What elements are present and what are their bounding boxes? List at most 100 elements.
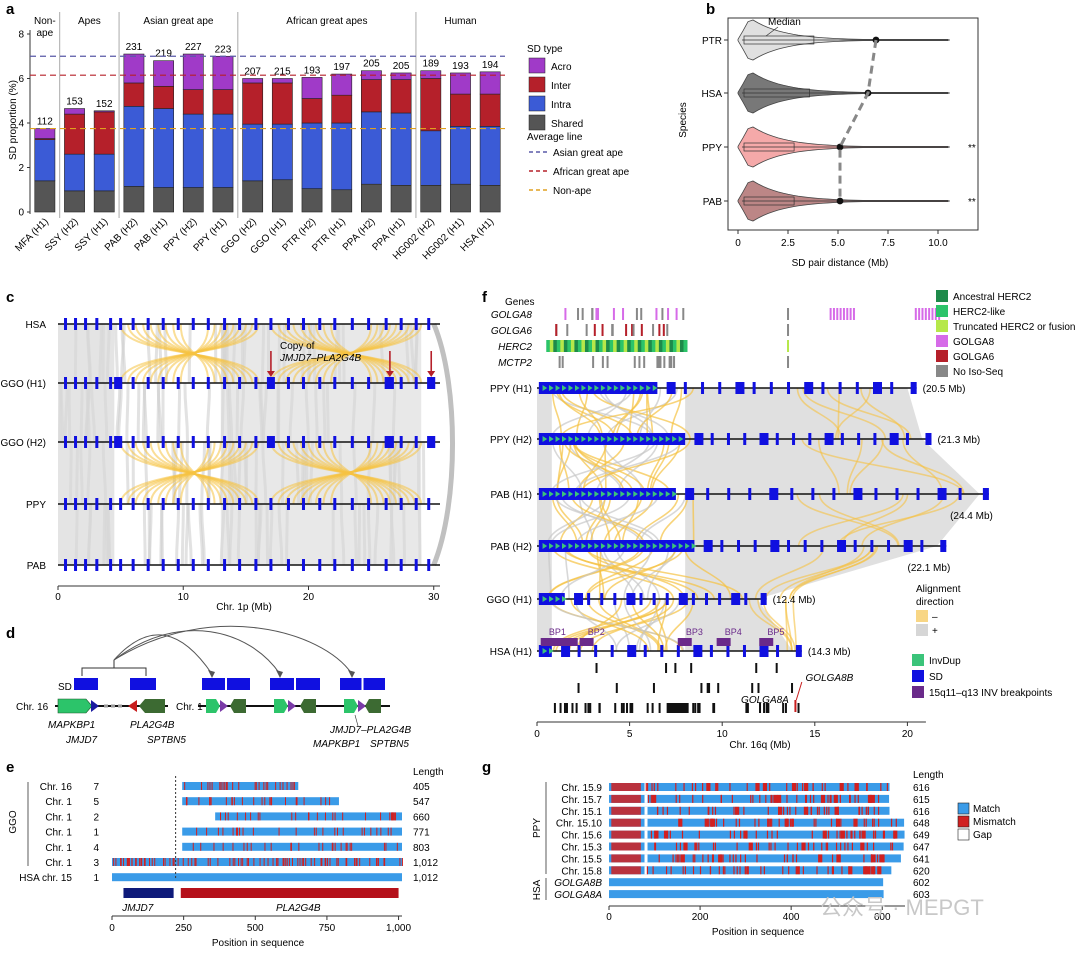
sd-block [905,433,909,445]
mismatch-mark [861,806,863,815]
feature-legend-swatch [912,670,924,682]
invdup-mark [600,385,606,391]
mismatch-mark [795,854,798,863]
mismatch-mark [722,854,724,863]
alignment-link [585,493,607,547]
sd-block [627,645,637,657]
sd-block [399,436,403,448]
hsa-group-label: HSA [532,879,543,900]
mismatch-mark [213,842,215,851]
panel-a-ylabel: SD proportion (%) [8,80,19,160]
mismatch-mark [691,783,694,791]
mismatch-mark [207,858,209,866]
mismatch-mark [679,842,682,851]
sd-block [676,645,680,657]
alignment-link [797,493,904,547]
bar-shared [301,188,323,213]
alignment-link [639,387,662,440]
legend-swatch [936,335,948,347]
bar-total-label: 194 [482,60,499,71]
alignment-legend-title-2: direction [916,597,954,608]
synteny-block [537,546,552,599]
mismatch-mark [393,812,395,821]
mismatch-mark [224,812,226,821]
alignment-link [564,545,699,600]
bar-intra [450,126,471,185]
mismatch-mark [763,866,765,875]
mismatch-mark [709,866,712,875]
mismatch-mark [678,818,683,827]
gene-mark [652,324,655,336]
xtick-label: 10 [717,729,729,740]
mismatch-mark [841,830,843,839]
invdup-mark [672,436,677,442]
alignment-link [595,438,651,495]
mismatch-mark [399,858,401,866]
gene-mark [658,356,661,368]
alignment-link [589,493,612,547]
golga8b-label: GOLGA8B [806,673,854,684]
invdup-mark [633,543,638,549]
xtick-label: 750 [319,923,336,934]
mismatch-mark [846,830,848,839]
alignment-link [638,493,687,547]
gene-mark [656,356,659,368]
mismatch-mark [313,827,315,836]
sd-block [787,382,791,394]
mismatch-mark [148,858,150,866]
sd-block [887,540,891,552]
gene-pla2g4b-label: PLA2G4B [276,903,321,914]
mismatch-mark [871,854,876,863]
legend-label-intra: Intra [551,100,571,111]
gene-mapkbp1-copy [206,699,220,713]
mismatch-mark [210,797,212,806]
gene-row-label: HERC2 [498,342,532,353]
gene-sptbn5-copy [300,699,316,713]
bar-inter [123,82,145,107]
mismatch-mark [813,794,815,803]
sd-block [832,488,836,500]
invdup-mark [672,543,677,549]
gene-mark [570,340,575,352]
gene-feature-mark [622,703,625,713]
sd-block [367,498,371,510]
mismatch-mark [389,812,391,821]
mismatch-mark [851,830,853,839]
sd-block [770,540,780,552]
sd-block [191,377,195,389]
alignment-link [762,598,796,652]
sd-block [254,318,258,330]
mismatch-mark [860,842,862,851]
mismatch-mark [654,830,659,839]
sd-block [146,436,150,448]
mismatch-mark [236,812,238,821]
mismatch-mark [707,854,709,863]
bar-acro [182,53,204,90]
track-label: PPY [26,500,46,511]
mismatch-mark [715,818,718,827]
sd-block [95,436,99,448]
gene-feature-mark [575,703,578,713]
mismatch-mark [866,783,868,791]
gene-jmjd7 [91,700,99,712]
mismatch-mark [853,818,858,827]
mismatch-mark [733,866,735,875]
gene-mark [665,340,670,352]
bar-intra [242,123,264,182]
sd-block [333,436,337,448]
alignment-link [846,438,863,495]
sd-block [161,377,165,389]
mismatch-mark [767,818,769,827]
sd-block [769,488,779,500]
track-size-label: (24.4 Mb) [950,511,993,522]
mismatch-mark [821,842,823,851]
gene-feature-mark [571,703,574,713]
gene-mark [620,340,625,352]
alignment-link [659,493,689,547]
mismatch-mark [259,858,261,866]
mismatch-mark [207,782,209,790]
mismatch-mark [694,854,696,863]
mismatch-mark [871,866,876,875]
sd-block [84,559,88,571]
invdup-mark [646,436,651,442]
